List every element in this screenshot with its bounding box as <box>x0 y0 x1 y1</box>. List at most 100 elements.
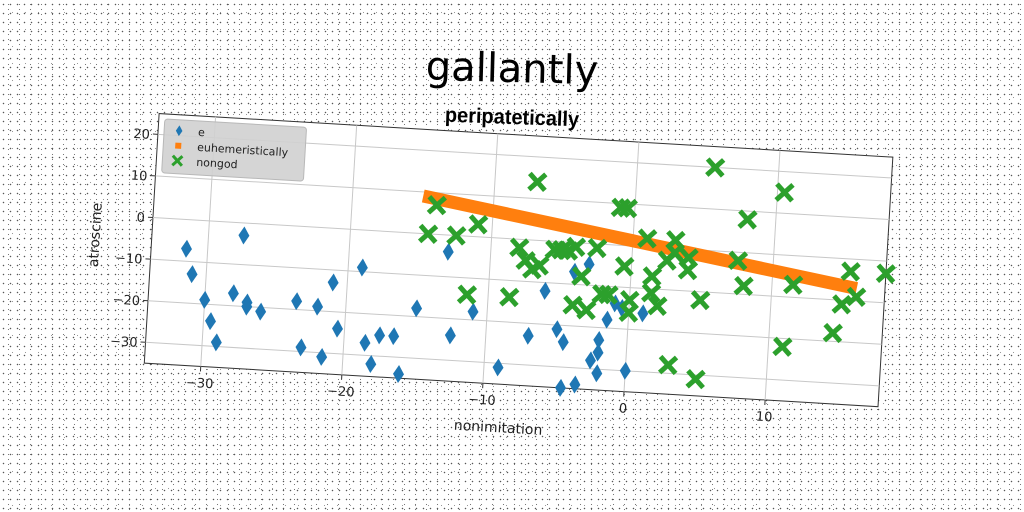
data-point-e <box>444 326 456 345</box>
data-point-nongod <box>610 197 631 218</box>
data-point-nongod <box>551 240 572 261</box>
x-tick-label: −30 <box>186 376 214 393</box>
data-point-e <box>316 347 328 366</box>
data-point-e <box>592 343 604 362</box>
y-gridline <box>145 341 880 387</box>
data-point-e <box>569 375 581 394</box>
data-point-nongod <box>565 236 587 257</box>
data-point-nongod <box>446 225 467 246</box>
data-point-nongod <box>774 182 795 203</box>
data-point-e <box>332 319 343 338</box>
data-point-e <box>238 226 250 245</box>
data-point-e <box>312 297 324 316</box>
x-tick-label: 10 <box>755 409 772 425</box>
x-tick-label: 0 <box>618 401 627 416</box>
data-point-nongod <box>737 209 758 230</box>
x-gridline <box>482 133 499 384</box>
data-point-e <box>241 297 253 316</box>
data-point-nongod <box>598 284 619 305</box>
data-point-e <box>255 302 267 321</box>
data-point-e <box>356 258 368 277</box>
data-point-nongod <box>468 214 489 235</box>
legend-box <box>161 118 307 182</box>
data-point-nongod <box>591 284 612 305</box>
data-point-nongod <box>840 261 861 282</box>
data-point-e <box>181 239 192 258</box>
tick-labels: −30 −20 −10 0 10 20 10 0 −10 −20 −30 <box>110 127 773 426</box>
y-gridline <box>150 258 885 304</box>
data-point-nongod <box>783 274 804 295</box>
legend-label: e <box>198 126 206 139</box>
data-point-nongod <box>499 287 520 308</box>
data-point-e <box>591 364 603 383</box>
data-point-e <box>365 355 377 374</box>
data-point-e <box>619 361 631 380</box>
y-tick-label: 0 <box>136 211 145 226</box>
data-point-e <box>637 304 649 323</box>
legend-marker-euhemeristically <box>175 142 182 149</box>
data-point-nongod <box>576 299 597 321</box>
data-point-e <box>411 299 423 318</box>
data-point-e <box>199 290 211 309</box>
data-point-e <box>291 292 303 311</box>
data-point-e <box>557 333 569 352</box>
data-point-e <box>551 320 563 339</box>
data-point-e <box>210 333 222 352</box>
grid <box>145 116 892 401</box>
data-point-e <box>388 327 400 346</box>
data-point-e <box>327 273 339 292</box>
data-layer <box>181 157 897 397</box>
data-point-nongod <box>529 255 550 276</box>
data-point-nongod <box>846 286 867 307</box>
data-point-e <box>442 242 454 261</box>
legend-marker-e <box>175 125 183 137</box>
data-point-nongod <box>677 260 699 281</box>
data-point-e <box>393 365 405 384</box>
data-point-nongod <box>562 294 583 316</box>
data-point-e <box>522 326 534 345</box>
y-gridline <box>147 300 882 345</box>
data-point-nongod <box>417 223 439 244</box>
data-point-nongod <box>705 157 726 178</box>
data-point-nongod <box>571 266 592 287</box>
legend-label: euhemeristically <box>197 141 289 159</box>
y-tick-label: 20 <box>133 127 150 143</box>
y-axis-label: atroscine <box>86 202 106 267</box>
data-point-nongod <box>619 289 640 311</box>
data-point-e <box>555 378 567 397</box>
y-gridline <box>152 217 887 262</box>
legend-label: nongod <box>196 156 238 171</box>
y-gridline <box>155 175 890 221</box>
data-point-nongod <box>685 369 706 390</box>
data-point-nongod <box>614 256 635 277</box>
data-point-e <box>601 310 613 329</box>
data-point-e <box>295 338 307 357</box>
x-gridline <box>341 125 358 375</box>
data-point-nongod <box>690 290 711 311</box>
y-tick-label: 10 <box>130 168 147 184</box>
x-gridline <box>623 142 640 392</box>
x-tick-label: −20 <box>327 384 355 401</box>
data-point-nongod <box>772 336 793 357</box>
data-point-e <box>359 333 371 352</box>
y-tick-label: −30 <box>110 334 138 351</box>
data-point-nongod <box>831 294 852 315</box>
data-point-nongod <box>657 354 679 376</box>
data-point-e <box>186 265 198 284</box>
data-point-nongod <box>733 275 754 297</box>
data-point-e <box>227 284 239 303</box>
data-point-nongod <box>587 237 608 259</box>
data-point-e <box>492 358 504 377</box>
data-point-nongod <box>509 237 530 258</box>
x-tick-label: −10 <box>468 392 496 409</box>
data-point-e <box>205 312 217 331</box>
data-point-e <box>539 281 551 300</box>
data-point-nongod <box>727 250 749 271</box>
data-point-nongod <box>426 195 447 216</box>
y-tick-label: −10 <box>115 251 143 268</box>
data-point-nongod <box>527 171 548 193</box>
data-point-nongod <box>641 266 663 287</box>
data-point-nongod <box>822 322 843 344</box>
